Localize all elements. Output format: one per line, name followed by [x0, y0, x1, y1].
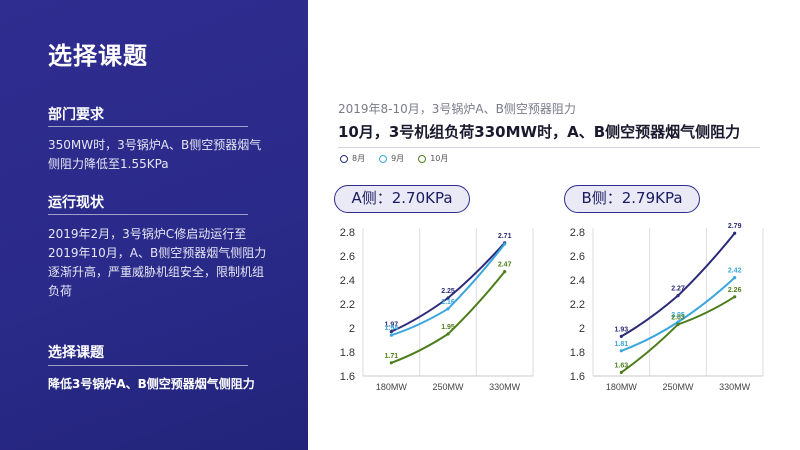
- data-point: [503, 270, 507, 274]
- data-label: 2.27: [671, 286, 685, 293]
- x-tick-label: 330MW: [719, 382, 751, 392]
- section-divider: [48, 214, 248, 215]
- y-tick-label: 2: [349, 323, 355, 335]
- data-point: [389, 330, 393, 334]
- data-label: 2.47: [498, 262, 512, 269]
- series-line-10月: [620, 295, 736, 374]
- y-tick-label: 2.4: [340, 275, 355, 287]
- x-tick-label: 180MW: [606, 382, 638, 392]
- section-heading-status: 运行现状: [48, 195, 104, 211]
- data-label: 2.25: [441, 288, 455, 295]
- legend-item-oct: 10月: [418, 153, 448, 164]
- y-tick-label: 2.2: [340, 299, 355, 311]
- x-tick-label: 250MW: [662, 382, 694, 392]
- data-point: [446, 332, 450, 336]
- data-label: 2.03: [671, 314, 685, 321]
- data-point: [619, 349, 623, 353]
- y-tick-label: 2.8: [340, 227, 355, 239]
- line-chart-side-a: 1.6 1.8 2 2.2 2.4 2.6 2.8 180MW 250MW 330MW 1.97 2.…: [340, 227, 534, 392]
- data-label: 1.63: [615, 362, 629, 369]
- series-line-10月: [390, 270, 506, 364]
- line-chart-side-b: 1.6 1.8 2 2.2 2.4 2.6 2.8 180MW 250MW 330MW 1.93 2.…: [570, 223, 764, 392]
- y-tick-label: 2.4: [570, 275, 585, 287]
- data-label: 1.81: [615, 341, 629, 348]
- chart-title-side-a: A侧：2.70KPa: [334, 185, 470, 213]
- headline-divider: [338, 147, 760, 148]
- chart-title-side-b: B侧：2.79KPa: [564, 185, 700, 213]
- data-point: [676, 320, 680, 324]
- legend-item-aug: 8月: [340, 153, 365, 164]
- data-point: [733, 276, 737, 280]
- data-point: [446, 307, 450, 311]
- data-label: 1.95: [441, 324, 455, 331]
- data-point: [676, 294, 680, 298]
- data-point: [503, 242, 507, 246]
- y-tick-label: 1.6: [570, 371, 585, 383]
- legend-label: 10月: [430, 154, 449, 163]
- legend-item-sep: 9月: [379, 153, 404, 164]
- data-label: 2.79: [728, 223, 742, 230]
- chart-headline: 10月，3号机组负荷330MW时，A、B侧空预器烟气侧阻力: [338, 123, 741, 141]
- page-title: 选择课题: [48, 42, 148, 70]
- legend-swatch: [340, 154, 348, 163]
- y-tick-label: 2: [579, 323, 585, 335]
- chart-legend: 8月 9月 10月: [340, 153, 448, 164]
- section-body-status: 2019年2月，3号锅炉C修启动运行至2019年10月，A、B侧空预器烟气侧阻力…: [48, 227, 267, 298]
- data-label: 2.71: [498, 233, 512, 240]
- section-heading-topic: 选择课题: [48, 345, 104, 361]
- data-label: 2.05: [671, 312, 685, 319]
- y-tick-label: 2.6: [570, 251, 585, 263]
- data-point: [733, 231, 737, 235]
- chart-subheading: 2019年8-10月，3号锅炉A、B侧空预器阻力: [338, 102, 576, 116]
- data-point: [676, 322, 680, 326]
- data-point: [733, 295, 737, 299]
- data-label: 1.93: [615, 326, 629, 333]
- y-tick-label: 1.8: [340, 347, 355, 359]
- x-tick-label: 250MW: [432, 382, 464, 392]
- y-tick-label: 1.8: [570, 347, 585, 359]
- right-panel: 2019年8-10月，3号锅炉A、B侧空预器阻力 10月，3号机组负荷330MW…: [308, 0, 800, 450]
- section-body-requirement: 350MW时，3号锅炉A、B侧空预器烟气侧阻力降低至1.55KPa: [48, 138, 262, 171]
- data-point: [619, 334, 623, 338]
- y-tick-label: 1.6: [340, 371, 355, 383]
- legend-swatch: [418, 154, 427, 163]
- section-divider: [48, 365, 248, 366]
- data-label: 1.94: [385, 325, 399, 332]
- section-divider: [48, 126, 248, 127]
- data-point: [619, 370, 623, 374]
- data-point: [446, 296, 450, 300]
- legend-swatch: [379, 154, 388, 163]
- data-label: 1.97: [385, 322, 399, 329]
- legend-label: 8月: [352, 154, 366, 163]
- y-tick-label: 2.8: [570, 227, 585, 239]
- data-label: 1.71: [385, 353, 399, 360]
- data-label: 2.16: [441, 299, 455, 306]
- data-label: 2.26: [728, 287, 742, 294]
- data-point: [389, 361, 393, 365]
- x-tick-label: 180MW: [376, 382, 408, 392]
- y-tick-label: 2.6: [340, 251, 355, 263]
- left-panel: 选择课题 部门要求 350MW时，3号锅炉A、B侧空预器烟气侧阻力降低至1.55…: [0, 0, 308, 450]
- section-heading-requirement: 部门要求: [48, 107, 104, 123]
- legend-label: 9月: [391, 154, 405, 163]
- section-body-topic: 降低3号锅炉A、B侧空预器烟气侧阻力: [48, 377, 255, 391]
- data-label: 2.42: [728, 268, 742, 275]
- data-point: [389, 333, 393, 337]
- x-tick-label: 330MW: [489, 382, 521, 392]
- y-tick-label: 2.2: [570, 299, 585, 311]
